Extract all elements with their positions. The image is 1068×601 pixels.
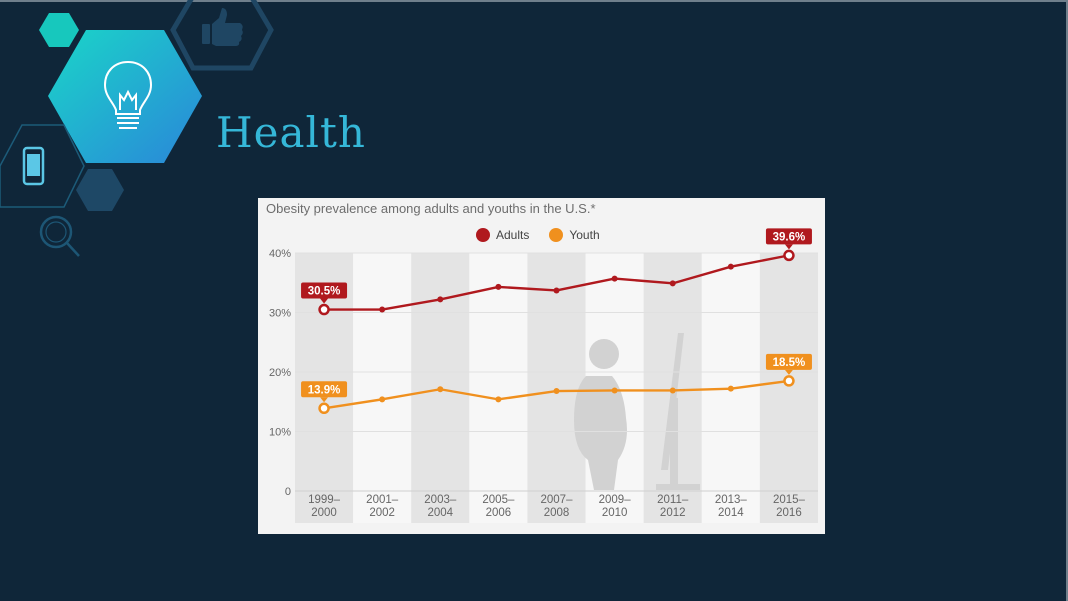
legend-swatch-adults [476, 228, 490, 242]
data-point [379, 306, 386, 313]
dark-hexagon [76, 169, 124, 211]
chart-title: Obesity prevalence among adults and yout… [266, 201, 596, 216]
data-point [437, 296, 444, 303]
x-tick-label: 2002 [369, 507, 395, 519]
person-scale-silhouette [574, 333, 700, 490]
data-point [495, 396, 502, 403]
data-point [669, 280, 676, 287]
data-point [783, 249, 795, 262]
y-tick-label: 20% [269, 367, 291, 379]
data-point [727, 385, 734, 392]
data-label-pointer [784, 369, 793, 375]
data-label: 18.5% [773, 357, 806, 369]
thumbs-up-icon [202, 8, 243, 46]
data-point [727, 263, 734, 270]
data-point [379, 396, 386, 403]
x-tick-label: 2001– [366, 494, 399, 506]
x-tick-label: 2004 [427, 507, 453, 519]
data-point [669, 387, 676, 394]
data-label-pointer [320, 298, 329, 304]
legend-label-adults: Adults [496, 228, 530, 242]
data-point [611, 275, 618, 282]
x-tick-label: 1999– [308, 494, 341, 506]
x-tick-label: 2015– [773, 494, 806, 506]
data-label-box [301, 282, 348, 299]
data-label-box [301, 381, 348, 398]
category-band [759, 253, 818, 523]
x-tick-label: 2008 [544, 507, 570, 519]
smartphone-icon [22, 146, 45, 186]
data-label: 13.9% [308, 384, 341, 396]
x-tick-label: 2007– [541, 494, 574, 506]
x-tick-label: 2000 [311, 507, 337, 519]
x-tick-label: 2016 [776, 507, 802, 519]
data-label: 30.5% [308, 286, 341, 298]
x-tick-label: 2009– [599, 494, 632, 506]
data-label-pointer [784, 244, 793, 250]
top-border [0, 0, 1068, 2]
x-tick-label: 2003– [424, 494, 457, 506]
data-label-box [765, 353, 812, 370]
right-border [1066, 0, 1068, 601]
magnifier-icon [39, 215, 80, 257]
legend-swatch-youth [549, 228, 564, 242]
data-label: 39.6% [773, 231, 806, 243]
data-point [318, 402, 330, 415]
category-band [527, 253, 586, 523]
lightbulb-icon [103, 60, 153, 129]
x-tick-label: 2010 [602, 507, 628, 519]
chart-legend: Adults Youth [476, 228, 600, 242]
data-point [611, 387, 618, 394]
smartphone-hexagon [0, 124, 85, 208]
legend-label-youth: Youth [569, 228, 600, 242]
category-band [353, 253, 412, 523]
legend-item-adults: Adults [476, 228, 529, 242]
y-tick-label: 30% [269, 308, 291, 320]
slide-title: Health [216, 108, 366, 157]
chart-image: Obesity prevalence among adults and yout… [258, 198, 825, 534]
y-tick-label: 10% [269, 427, 291, 439]
y-tick-label: 40% [269, 248, 291, 260]
line-chart: 0 10% 20% 30% 40% 1999–2000 2001–2002 2003–2004… [269, 228, 818, 523]
x-tick-label: 2005– [482, 494, 515, 506]
data-point [553, 287, 560, 294]
thumbs-up-hexagon [170, 0, 274, 71]
data-label-box [765, 228, 812, 245]
hexagon-decoration [0, 0, 274, 257]
data-point [495, 283, 502, 290]
category-band [469, 253, 528, 523]
data-point [318, 303, 330, 316]
data-label-pointer [320, 397, 329, 403]
x-tick-label: 2014 [718, 507, 744, 519]
x-tick-label: 2012 [660, 507, 686, 519]
y-tick-label: 0 [285, 486, 291, 498]
data-point [783, 375, 795, 387]
x-tick-label: 2013– [715, 494, 748, 506]
data-point [553, 388, 560, 395]
x-tick-label: 2011– [657, 494, 689, 506]
data-point [437, 386, 444, 393]
legend-item-youth: Youth [549, 228, 600, 242]
small-teal-hexagon [39, 13, 79, 47]
x-tick-label: 2006 [486, 507, 512, 519]
